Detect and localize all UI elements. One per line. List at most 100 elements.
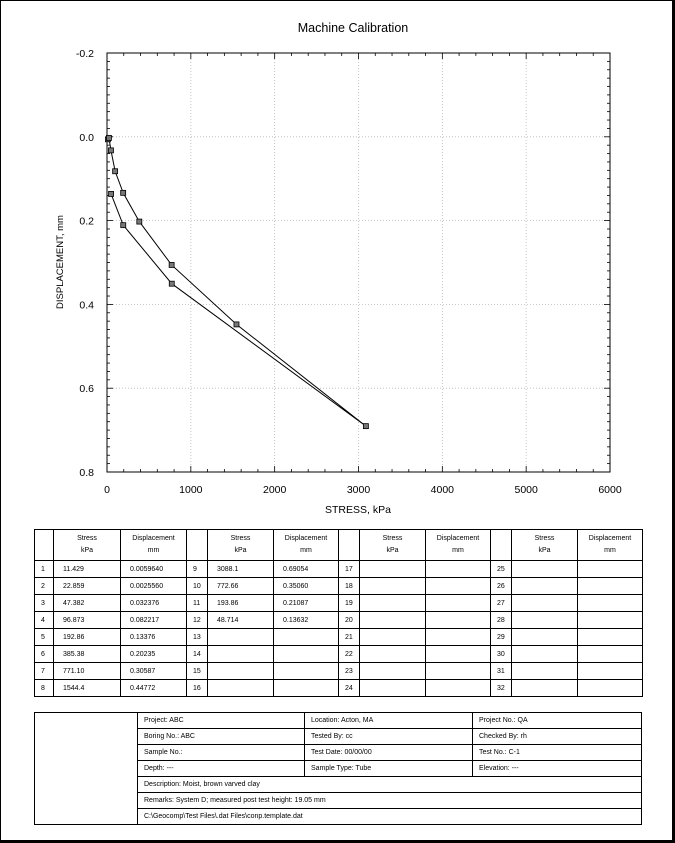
x-axis-label: STRESS, kPa <box>325 504 391 516</box>
y-tick-label: 0.0 <box>79 132 94 144</box>
row-number: 14 <box>186 645 208 663</box>
stress-header-unit: kPa <box>80 547 94 554</box>
displacement-header-label: Displacement <box>588 535 632 542</box>
table-row: 3 47.382 0.032376 11 193.86 0.21087 19 27 <box>34 594 643 612</box>
stress-value: 193.86 <box>207 594 274 612</box>
stress-value <box>359 662 426 680</box>
x-tick-label: 4000 <box>431 484 455 496</box>
stress-header: Stress kPa <box>207 529 274 561</box>
chart-title: Machine Calibration <box>298 21 409 35</box>
row-number: 31 <box>490 662 512 680</box>
table-row: 5 192.86 0.13376 13 21 29 <box>34 628 643 646</box>
displacement-header-label: Displacement <box>132 535 175 542</box>
x-tick-label: 1000 <box>179 484 203 496</box>
x-tick-label: 0 <box>104 484 110 496</box>
index-header <box>34 529 54 561</box>
displacement-value <box>425 628 491 646</box>
calibration-chart: 0 1000 2000 3000 4000 5000 6000 -0.2 0.0 0.2 0.4 0.… <box>55 21 622 516</box>
test-info-table: Project: ABC Location: Acton, MA Project… <box>34 712 642 825</box>
displacement-value <box>273 662 339 680</box>
stress-value <box>511 611 578 629</box>
stress-value: 3088.1 <box>207 560 274 578</box>
row-number: 28 <box>490 611 512 629</box>
y-axis-label: DISPLACEMENT, mm <box>55 215 66 309</box>
displacement-header-unit: mm <box>452 547 464 554</box>
stress-header-label: Stress <box>534 535 555 542</box>
stress-value <box>359 628 426 646</box>
data-table: Stress kPa Displacement mm Stress kPa Displace… <box>34 529 643 697</box>
stress-value: 772.66 <box>207 577 274 595</box>
stress-header: Stress kPa <box>511 529 578 561</box>
data-point <box>112 168 119 175</box>
displacement-value <box>577 628 643 646</box>
logo-area <box>34 712 138 825</box>
row-number: 20 <box>338 611 360 629</box>
data-point <box>168 280 175 287</box>
stress-value: 385.38 <box>53 645 121 663</box>
stress-value <box>511 560 578 578</box>
row-number: 4 <box>34 611 54 629</box>
test-no: Test No.: C-1 <box>472 744 642 761</box>
displacement-value: 0.032376 <box>120 594 187 612</box>
stress-value: 771.10 <box>53 662 121 680</box>
y-tick-label: 0.6 <box>79 383 94 395</box>
y-tick-label: 0.2 <box>79 216 94 228</box>
stress-value: 48.714 <box>207 611 274 629</box>
stress-value <box>511 594 578 612</box>
displacement-header-unit: mm <box>147 547 160 554</box>
row-number: 7 <box>34 662 54 680</box>
stress-header-label: Stress <box>77 535 97 542</box>
tested-by: Tested By: cc <box>304 728 473 745</box>
stress-value <box>511 662 578 680</box>
data-point <box>106 134 112 141</box>
stress-header-unit: kPa <box>234 547 247 554</box>
stress-header-label: Stress <box>382 535 403 542</box>
data-point <box>120 189 127 196</box>
stress-value <box>511 628 578 646</box>
displacement-value <box>425 645 491 663</box>
elevation: Elevation: --- <box>472 760 642 777</box>
displacement-value <box>425 611 491 629</box>
row-number: 32 <box>490 679 512 697</box>
row-number: 17 <box>338 560 360 578</box>
table-row: 2 22.859 0.0025560 10 772.66 0.35060 18 26 <box>34 577 643 595</box>
y-tick-label: -0.2 <box>76 48 94 60</box>
data-point <box>108 191 114 197</box>
stress-header-unit: kPa <box>386 547 399 554</box>
stress-value: 96.873 <box>53 611 121 629</box>
row-number: 12 <box>186 611 208 629</box>
index-header <box>186 529 208 561</box>
displacement-value: 0.082217 <box>120 611 187 629</box>
row-number: 1 <box>34 560 54 578</box>
row-number: 19 <box>338 594 360 612</box>
row-number: 18 <box>338 577 360 595</box>
y-tick-label: 0.4 <box>79 299 94 311</box>
row-number: 6 <box>34 645 54 663</box>
row-number: 15 <box>186 662 208 680</box>
stress-header-unit: kPa <box>538 547 551 554</box>
stress-header-label: Stress <box>230 535 251 542</box>
displacement-value <box>425 560 491 578</box>
data-point <box>168 262 175 268</box>
test-date: Test Date: 00/00/00 <box>304 744 473 761</box>
stress-value: 192.86 <box>53 628 121 646</box>
sample-type: Sample Type: Tube <box>304 760 473 777</box>
x-tick-label: 6000 <box>598 484 622 496</box>
displacement-value: 0.69054 <box>273 560 339 578</box>
stress-value <box>359 560 426 578</box>
index-header <box>338 529 360 561</box>
stress-value <box>359 611 426 629</box>
row-number: 25 <box>490 560 512 578</box>
data-point <box>362 423 369 430</box>
displacement-value: 0.35060 <box>273 577 339 595</box>
row-number: 8 <box>34 679 54 697</box>
displacement-value <box>425 679 491 697</box>
stress-value <box>207 662 274 680</box>
row-number: 27 <box>490 594 512 612</box>
stress-value <box>207 679 274 697</box>
stress-value <box>207 628 274 646</box>
data-point <box>136 218 143 225</box>
stress-header: Stress kPa <box>53 529 121 561</box>
row-number: 2 <box>34 577 54 595</box>
